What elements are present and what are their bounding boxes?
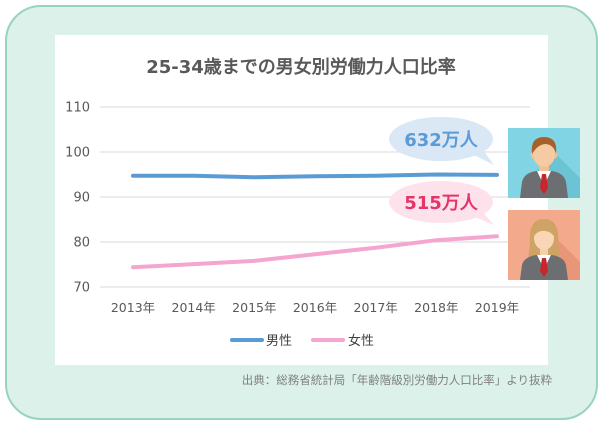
avatar-bangs (533, 223, 556, 238)
avatar-tie (540, 258, 548, 277)
x-tick-label: 2017年 (354, 300, 398, 315)
source-note: 出典：総務省統計局「年齢階級別労働力人口比率」より抜粋 (242, 373, 553, 387)
series-lines (131, 172, 499, 270)
y-tick-label: 80 (73, 236, 90, 251)
female-avatar-icon (508, 210, 580, 280)
male-avatar-icon (508, 128, 580, 198)
callout-female: 515万人 (389, 181, 494, 225)
x-tick-label: 2013年 (111, 300, 155, 315)
y-tick-label: 110 (65, 101, 90, 116)
callout-bubble-female (389, 181, 493, 223)
callout-tail-female (468, 209, 494, 225)
callout-tail-male (468, 146, 494, 165)
avatar-tie (540, 174, 548, 194)
series-line-male (131, 172, 499, 180)
chart-title: 25-34歳までの男女別労働力人口比率 (146, 56, 456, 78)
avatar-face (533, 141, 555, 167)
x-tick-label: 2018年 (414, 300, 458, 315)
avatar-neck (540, 246, 548, 256)
callout-label-female: 515万人 (404, 193, 479, 214)
x-tick-label: 2019年 (475, 300, 519, 315)
x-tick-label: 2015年 (232, 300, 276, 315)
callout-bubble-male (389, 117, 493, 161)
x-axis-ticks: 2013年 2014年 2015年 2016年 2017年 2018年 2019年 (111, 300, 519, 315)
legend: 男性 女性 (230, 333, 374, 349)
callout-label-male: 632万人 (404, 130, 479, 151)
x-tick-label: 2014年 (172, 300, 216, 315)
callout-male: 632万人 (389, 117, 494, 165)
legend-label-female: 女性 (348, 333, 374, 349)
x-tick-label: 2016年 (293, 300, 337, 315)
avatar-hair (531, 137, 557, 154)
series-line-female (131, 234, 499, 270)
y-tick-label: 70 (73, 281, 90, 296)
y-tick-label: 100 (65, 146, 90, 161)
legend-label-male: 男性 (266, 334, 292, 349)
y-axis-ticks: 70 80 90 100 110 (65, 101, 90, 296)
avatar-neck (539, 163, 549, 172)
y-tick-label: 90 (73, 191, 90, 206)
